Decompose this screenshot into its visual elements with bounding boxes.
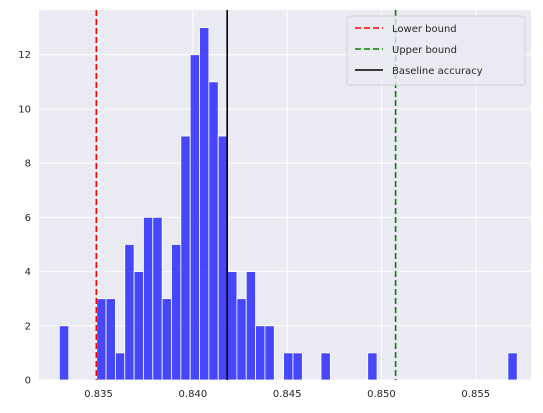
histogram-bar bbox=[180, 135, 191, 381]
reference-lines bbox=[95, 10, 397, 380]
histogram-bar bbox=[58, 325, 70, 381]
histogram-bar bbox=[283, 352, 294, 381]
histogram-bar bbox=[367, 352, 378, 381]
x-tick-label: 0.845 bbox=[273, 389, 302, 400]
histogram-bar bbox=[507, 352, 518, 381]
histogram-bar bbox=[227, 271, 238, 381]
y-tick-label: 0 bbox=[25, 376, 31, 387]
histogram-bar bbox=[320, 352, 331, 381]
histogram-bar bbox=[96, 298, 107, 381]
histogram-bar bbox=[152, 216, 163, 381]
histogram-bar bbox=[105, 298, 116, 381]
x-tick-label: 0.835 bbox=[84, 389, 113, 400]
histogram-bar bbox=[292, 352, 303, 381]
histogram-bar bbox=[245, 271, 256, 381]
histogram-bar bbox=[208, 81, 219, 381]
histogram-bar bbox=[161, 298, 172, 381]
histogram-bar bbox=[217, 135, 228, 381]
x-tick-label: 0.855 bbox=[461, 389, 490, 400]
legend-label: Upper bound bbox=[392, 45, 457, 56]
histogram-bars bbox=[58, 27, 518, 381]
histogram-bar bbox=[143, 216, 154, 381]
y-axis-ticks: 0 2 4 6 8 10 12 bbox=[18, 50, 31, 386]
legend-box bbox=[346, 15, 526, 86]
y-tick-label: 2 bbox=[25, 321, 31, 332]
y-tick-label: 8 bbox=[25, 159, 31, 170]
histogram-bar bbox=[264, 325, 275, 381]
histogram-bar bbox=[236, 298, 247, 381]
histogram-bar bbox=[199, 27, 210, 381]
histogram-bar bbox=[255, 325, 266, 381]
x-tick-label: 0.850 bbox=[367, 389, 396, 400]
y-tick-label: 12 bbox=[18, 50, 31, 61]
y-tick-label: 6 bbox=[25, 213, 31, 224]
y-tick-label: 4 bbox=[25, 267, 31, 278]
x-tick-label: 0.840 bbox=[179, 389, 208, 400]
histogram-bar bbox=[171, 244, 182, 381]
x-axis-ticks: 0.835 0.840 0.845 0.850 0.855 bbox=[84, 389, 490, 400]
histogram-bar bbox=[124, 244, 135, 381]
legend-label: Baseline accuracy bbox=[392, 66, 483, 77]
legend: Lower bound Upper bound Baseline accuracy bbox=[346, 15, 526, 86]
histogram-bar bbox=[189, 54, 200, 381]
histogram-bar bbox=[115, 352, 126, 381]
histogram-bar bbox=[133, 271, 144, 381]
legend-label: Lower bound bbox=[392, 24, 457, 35]
y-tick-label: 10 bbox=[18, 104, 31, 115]
